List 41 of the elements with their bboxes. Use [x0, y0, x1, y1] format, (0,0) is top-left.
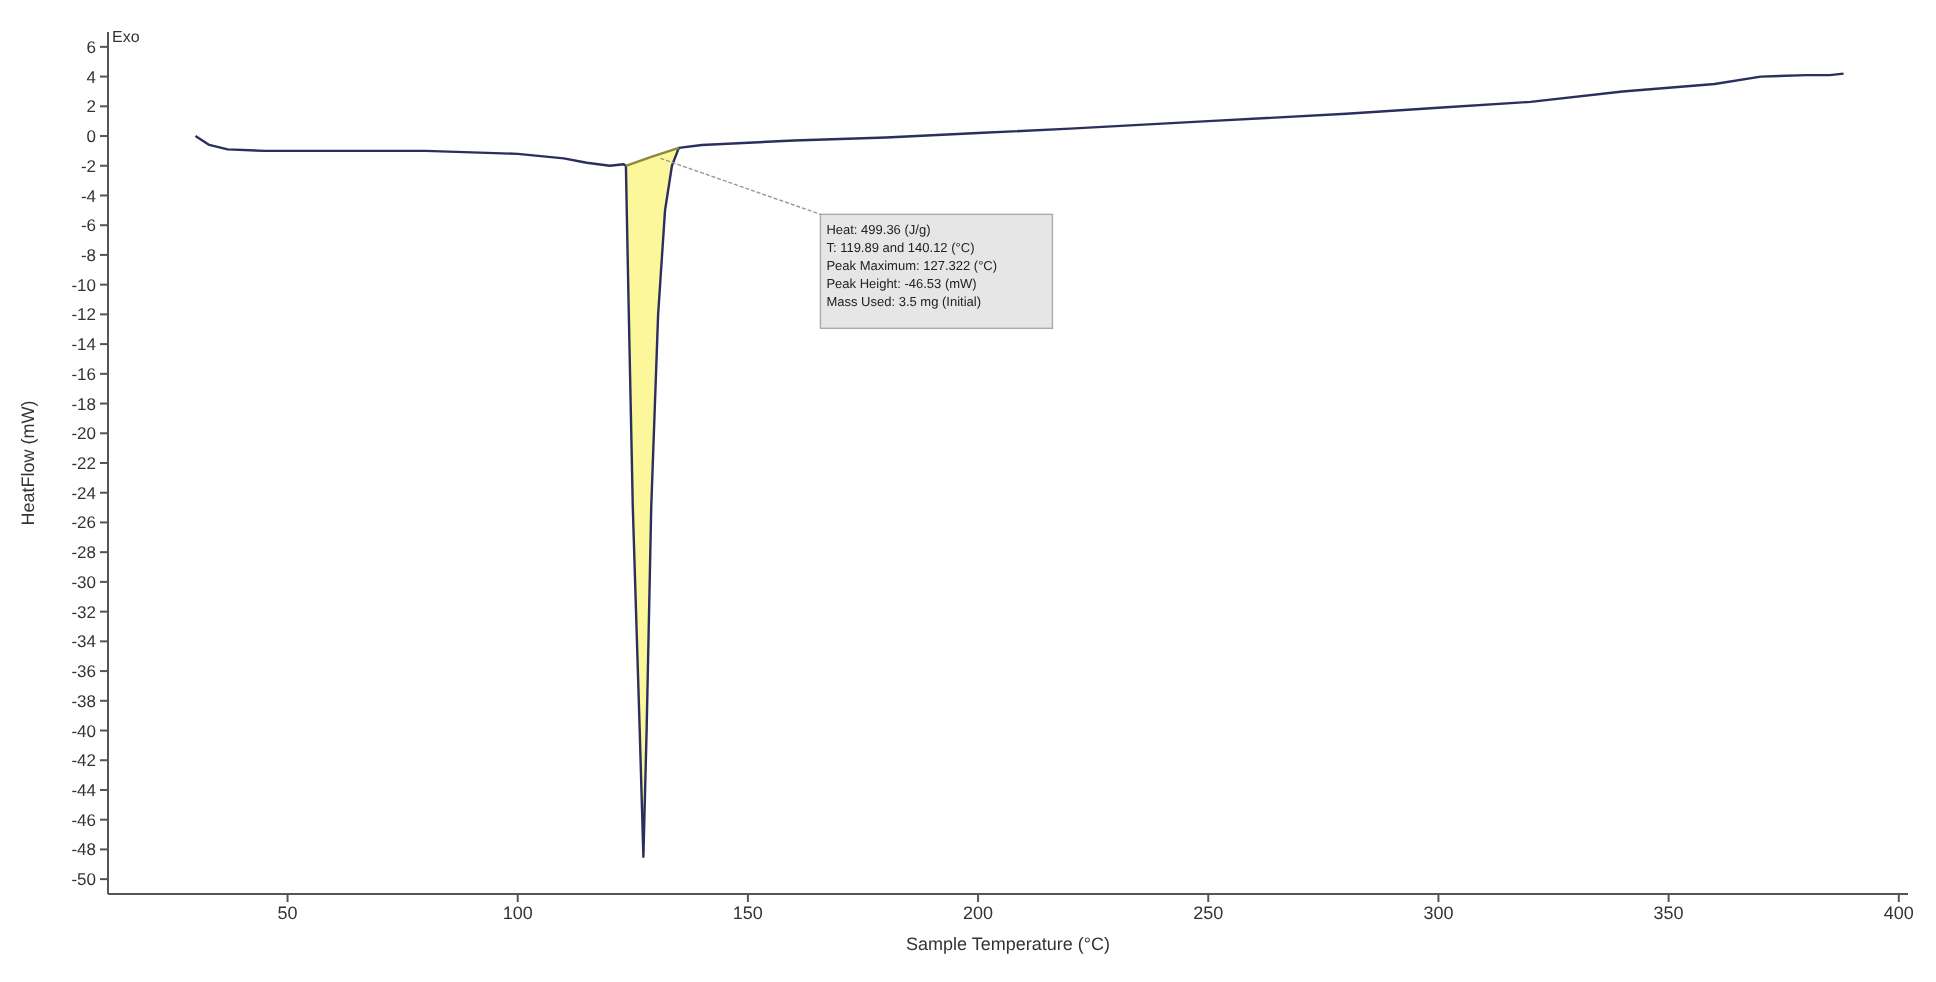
- y-tick-label: -42: [71, 750, 97, 771]
- y-tick-label: -16: [71, 363, 97, 384]
- y-tick-label: -48: [71, 839, 97, 860]
- y-tick-label: -18: [71, 393, 97, 414]
- y-tick-label: -36: [71, 661, 97, 682]
- y-tick-label: -46: [71, 809, 97, 830]
- y-tick-label: -44: [71, 780, 97, 800]
- y-tick-label: -26: [71, 512, 97, 533]
- y-tick-label: 6: [86, 36, 97, 57]
- x-tick-label: 400: [1883, 902, 1914, 923]
- y-tick-label: -28: [71, 542, 97, 563]
- y-tick-label: -34: [71, 631, 97, 652]
- y-tick-label: 4: [86, 66, 97, 87]
- y-tick-label: -4: [80, 185, 97, 206]
- x-tick-label: 150: [732, 902, 763, 923]
- y-tick-label: -2: [80, 155, 97, 176]
- y-tick-label: 2: [86, 96, 97, 117]
- y-tick-label: -6: [80, 215, 97, 236]
- annotation: Exo: [112, 28, 140, 46]
- y-axis-title: HeatFlow (mW): [18, 400, 39, 526]
- y-tick-label: -38: [71, 690, 97, 711]
- y-tick-label: -32: [71, 601, 97, 622]
- x-tick-label: 50: [277, 902, 298, 923]
- x-tick-label: 250: [1193, 902, 1224, 923]
- x-tick-label: 300: [1423, 902, 1454, 923]
- y-tick-label: 0: [86, 126, 97, 147]
- y-tick-label: -20: [71, 423, 97, 444]
- x-tick-label: 100: [502, 902, 533, 923]
- y-tick-label: -22: [71, 453, 97, 474]
- x-axis-title: Sample Temperature (°C): [906, 934, 1110, 954]
- y-tick-label: -14: [71, 334, 97, 355]
- x-tick-label: 200: [963, 902, 994, 923]
- line-series: [194, 72, 1845, 859]
- x-tick-label: 350: [1653, 902, 1684, 923]
- y-tick-label: -40: [71, 720, 97, 741]
- y-tick-label: -8: [80, 244, 97, 265]
- y-tick-label: -12: [71, 304, 97, 325]
- y-tick-label: -50: [71, 869, 97, 890]
- y-tick-label: -30: [71, 571, 97, 592]
- y-tick-label: -24: [71, 482, 97, 503]
- y-tick-label: -10: [71, 274, 97, 295]
